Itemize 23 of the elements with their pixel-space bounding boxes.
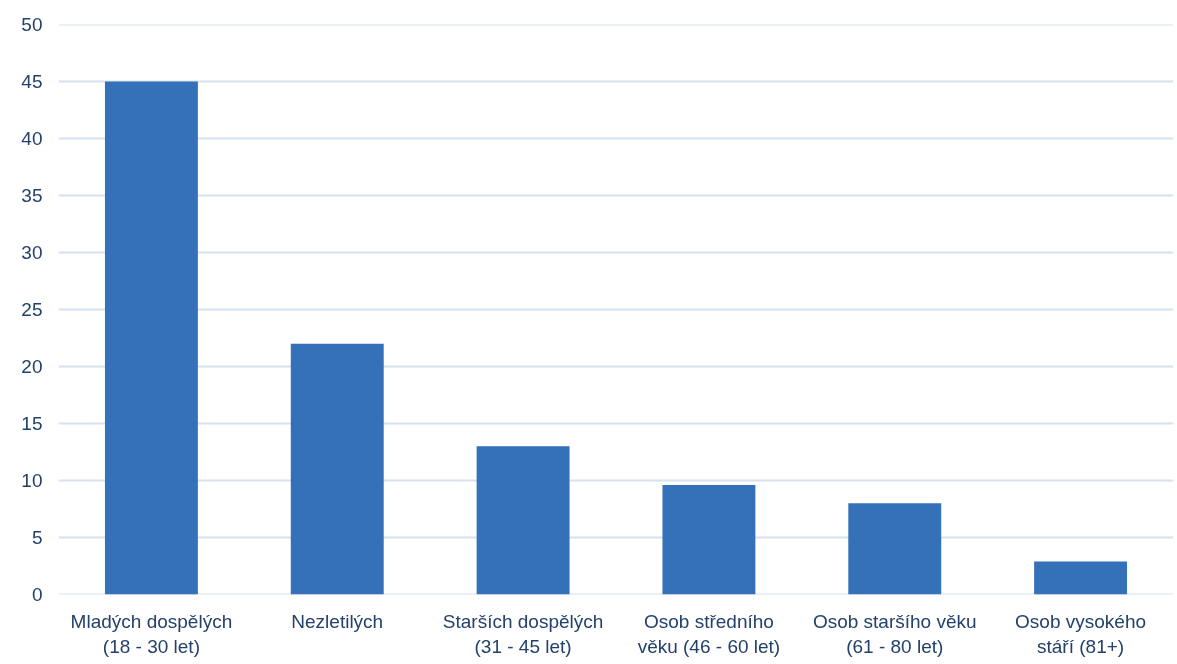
bar [848,503,942,595]
y-tick-label: 15 [21,413,43,434]
y-tick-label: 0 [31,584,43,605]
y-tick-label: 50 [21,14,43,35]
y-tick-label: 25 [21,299,43,320]
y-tick-label: 40 [21,128,43,149]
x-tick-label: Starších dospělých (31 - 45 let) [442,610,604,657]
y-tick-label: 10 [21,470,43,491]
y-tick-label: 35 [21,185,43,206]
x-tick-label: Osob staršího věku (61 - 80 let) [812,610,977,657]
y-tick-label: 45 [21,71,43,92]
y-tick-label: 30 [21,242,43,263]
x-tick-label: Nezletilých [291,610,384,632]
bar [1034,561,1128,595]
x-tick-label: Osob vysokého stáří (81+) [1015,610,1147,657]
x-tick-label: Mladých dospělých (18 - 30 let) [70,610,233,657]
bar [104,81,198,595]
x-tick-label: Osob středního věku (46 - 60 let) [637,610,781,657]
bar [476,446,570,595]
y-tick-label: 20 [21,356,43,377]
bar [290,343,384,595]
bar [662,485,756,595]
y-tick-label: 5 [31,527,43,548]
